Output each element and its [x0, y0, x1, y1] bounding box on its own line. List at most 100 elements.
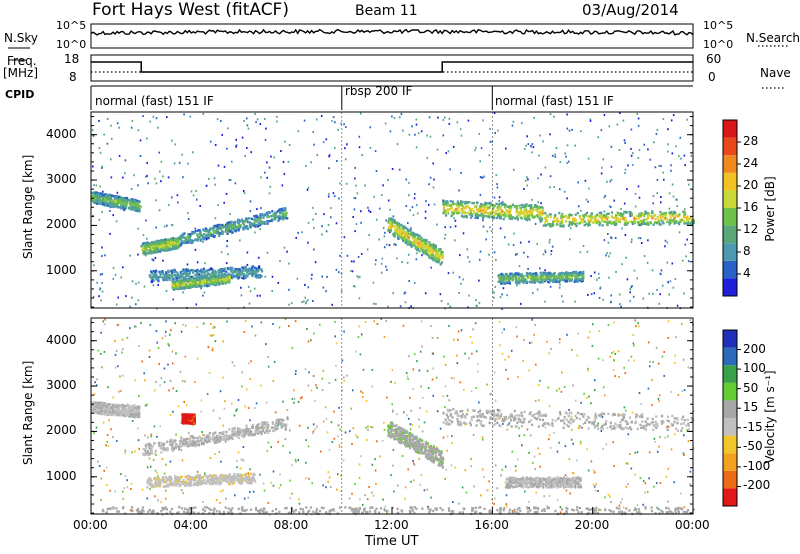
- scatter-cell: [135, 303, 137, 306]
- scatter-cell: [213, 325, 215, 328]
- feature-cell-6: [501, 203, 504, 207]
- scatter-cell: [364, 321, 367, 323]
- feature-cell-4: [195, 284, 198, 287]
- scatter-cell: [501, 418, 504, 421]
- scatter-cell: [689, 470, 692, 473]
- feature-cell-5: [434, 255, 437, 258]
- feature-cell-0: [97, 193, 100, 196]
- scatter-cell: [428, 183, 430, 186]
- scatter-cell: [155, 330, 158, 332]
- feature-cell-7: [621, 215, 624, 218]
- feature-cell-4: [210, 277, 213, 281]
- feature-cell-8: [532, 274, 535, 277]
- scatter-cell: [168, 333, 171, 336]
- feature-cell-7: [595, 221, 598, 225]
- scatter-cell: [227, 127, 229, 130]
- feature-cell-1: [166, 247, 169, 250]
- scatter-cell: [194, 381, 196, 383]
- feature-cell-5: [408, 243, 412, 247]
- scatter-cell: [392, 215, 395, 218]
- scatter-cell: [364, 184, 366, 187]
- scatter-cell: [288, 262, 290, 265]
- feature-cell-5: [396, 226, 399, 229]
- feature-cell-6: [492, 204, 495, 207]
- feature-cell-8: [500, 280, 503, 283]
- feature-cell-5: [431, 251, 434, 254]
- feature-cell-7: [599, 214, 602, 218]
- feature-cell-7: [592, 221, 595, 224]
- scatter-cell: [391, 168, 394, 170]
- feature-cell-8: [552, 280, 555, 284]
- feature-cell-2: [207, 234, 210, 238]
- scatter-cell: [475, 304, 478, 307]
- scatter-cell: [580, 130, 582, 133]
- feature-cell-5: [418, 244, 421, 247]
- scatter-cell: [159, 384, 161, 387]
- feature-cell-1: [157, 248, 160, 251]
- feature-cell-0: [93, 195, 97, 199]
- scatter-cell: [478, 258, 481, 261]
- scatter-cell: [532, 146, 535, 149]
- scatter-cell: [345, 126, 347, 129]
- scatter-cell: [497, 129, 499, 132]
- feature-cell-5: [404, 231, 407, 234]
- scatter-cell: [597, 490, 599, 492]
- feature-cell-3: [240, 272, 243, 275]
- feature-cell-8: [553, 279, 557, 282]
- feature-cell-2: [217, 230, 220, 233]
- feature-cell-6: [518, 204, 521, 207]
- scatter-cell: [436, 223, 438, 226]
- scatter-cell: [605, 254, 607, 257]
- feature-cell-6: [457, 205, 461, 208]
- feature-cell-0: [115, 198, 118, 201]
- scatter-cell: [137, 299, 140, 302]
- feature-cell-1: [157, 250, 160, 253]
- feature-cell-7: [629, 220, 632, 223]
- feature-cell-7: [581, 221, 584, 224]
- scatter-cell: [307, 286, 310, 289]
- scatter-cell: [259, 123, 262, 126]
- feature-cell-1: [171, 237, 174, 240]
- feature-cell-4: [200, 284, 203, 288]
- feature-cell-8: [515, 275, 518, 278]
- feature-cell-1: [174, 242, 177, 245]
- scatter-cell: [315, 213, 317, 215]
- scatter-cell: [121, 338, 124, 341]
- scatter-cell: [572, 472, 575, 475]
- feature-cell-0: [131, 207, 134, 211]
- scatter-cell: [288, 288, 290, 291]
- feature-cell-3: [159, 275, 162, 279]
- scatter-cell: [291, 397, 294, 400]
- scatter-cell: [495, 174, 498, 177]
- scatter-cell: [630, 128, 633, 131]
- scatter-cell: [305, 165, 307, 167]
- scatter-cell: [148, 457, 151, 460]
- scatter-cell: [249, 290, 252, 293]
- feature-cell-3: [255, 267, 258, 271]
- scatter-cell: [521, 122, 523, 125]
- feature-cell-6: [537, 213, 540, 216]
- scatter-cell: [598, 330, 601, 333]
- scatter-cell: [456, 362, 459, 365]
- scatter-cell: [439, 293, 442, 296]
- scatter-cell: [630, 154, 633, 157]
- feature-cell-1: [166, 240, 169, 244]
- feature-cell-7: [610, 211, 614, 214]
- scatter-cell: [256, 118, 259, 121]
- scatter-cell: [288, 303, 290, 306]
- feature-cell-7: [588, 223, 591, 227]
- feature-cell-0: [125, 203, 128, 207]
- scatter-cell: [669, 280, 672, 283]
- feature-cell-5: [402, 239, 405, 242]
- scatter-cell: [570, 227, 572, 230]
- scatter-cell: [612, 369, 615, 371]
- scatter-cell: [307, 186, 310, 189]
- feature-cell-7: [604, 214, 607, 218]
- scatter-cell: [202, 112, 205, 115]
- scatter-cell: [122, 490, 124, 493]
- scatter-cell: [321, 388, 324, 391]
- feature-cell-2: [273, 216, 276, 219]
- scatter-cell: [638, 325, 640, 328]
- scatter-cell: [444, 406, 446, 409]
- feature-cell-3: [237, 274, 240, 277]
